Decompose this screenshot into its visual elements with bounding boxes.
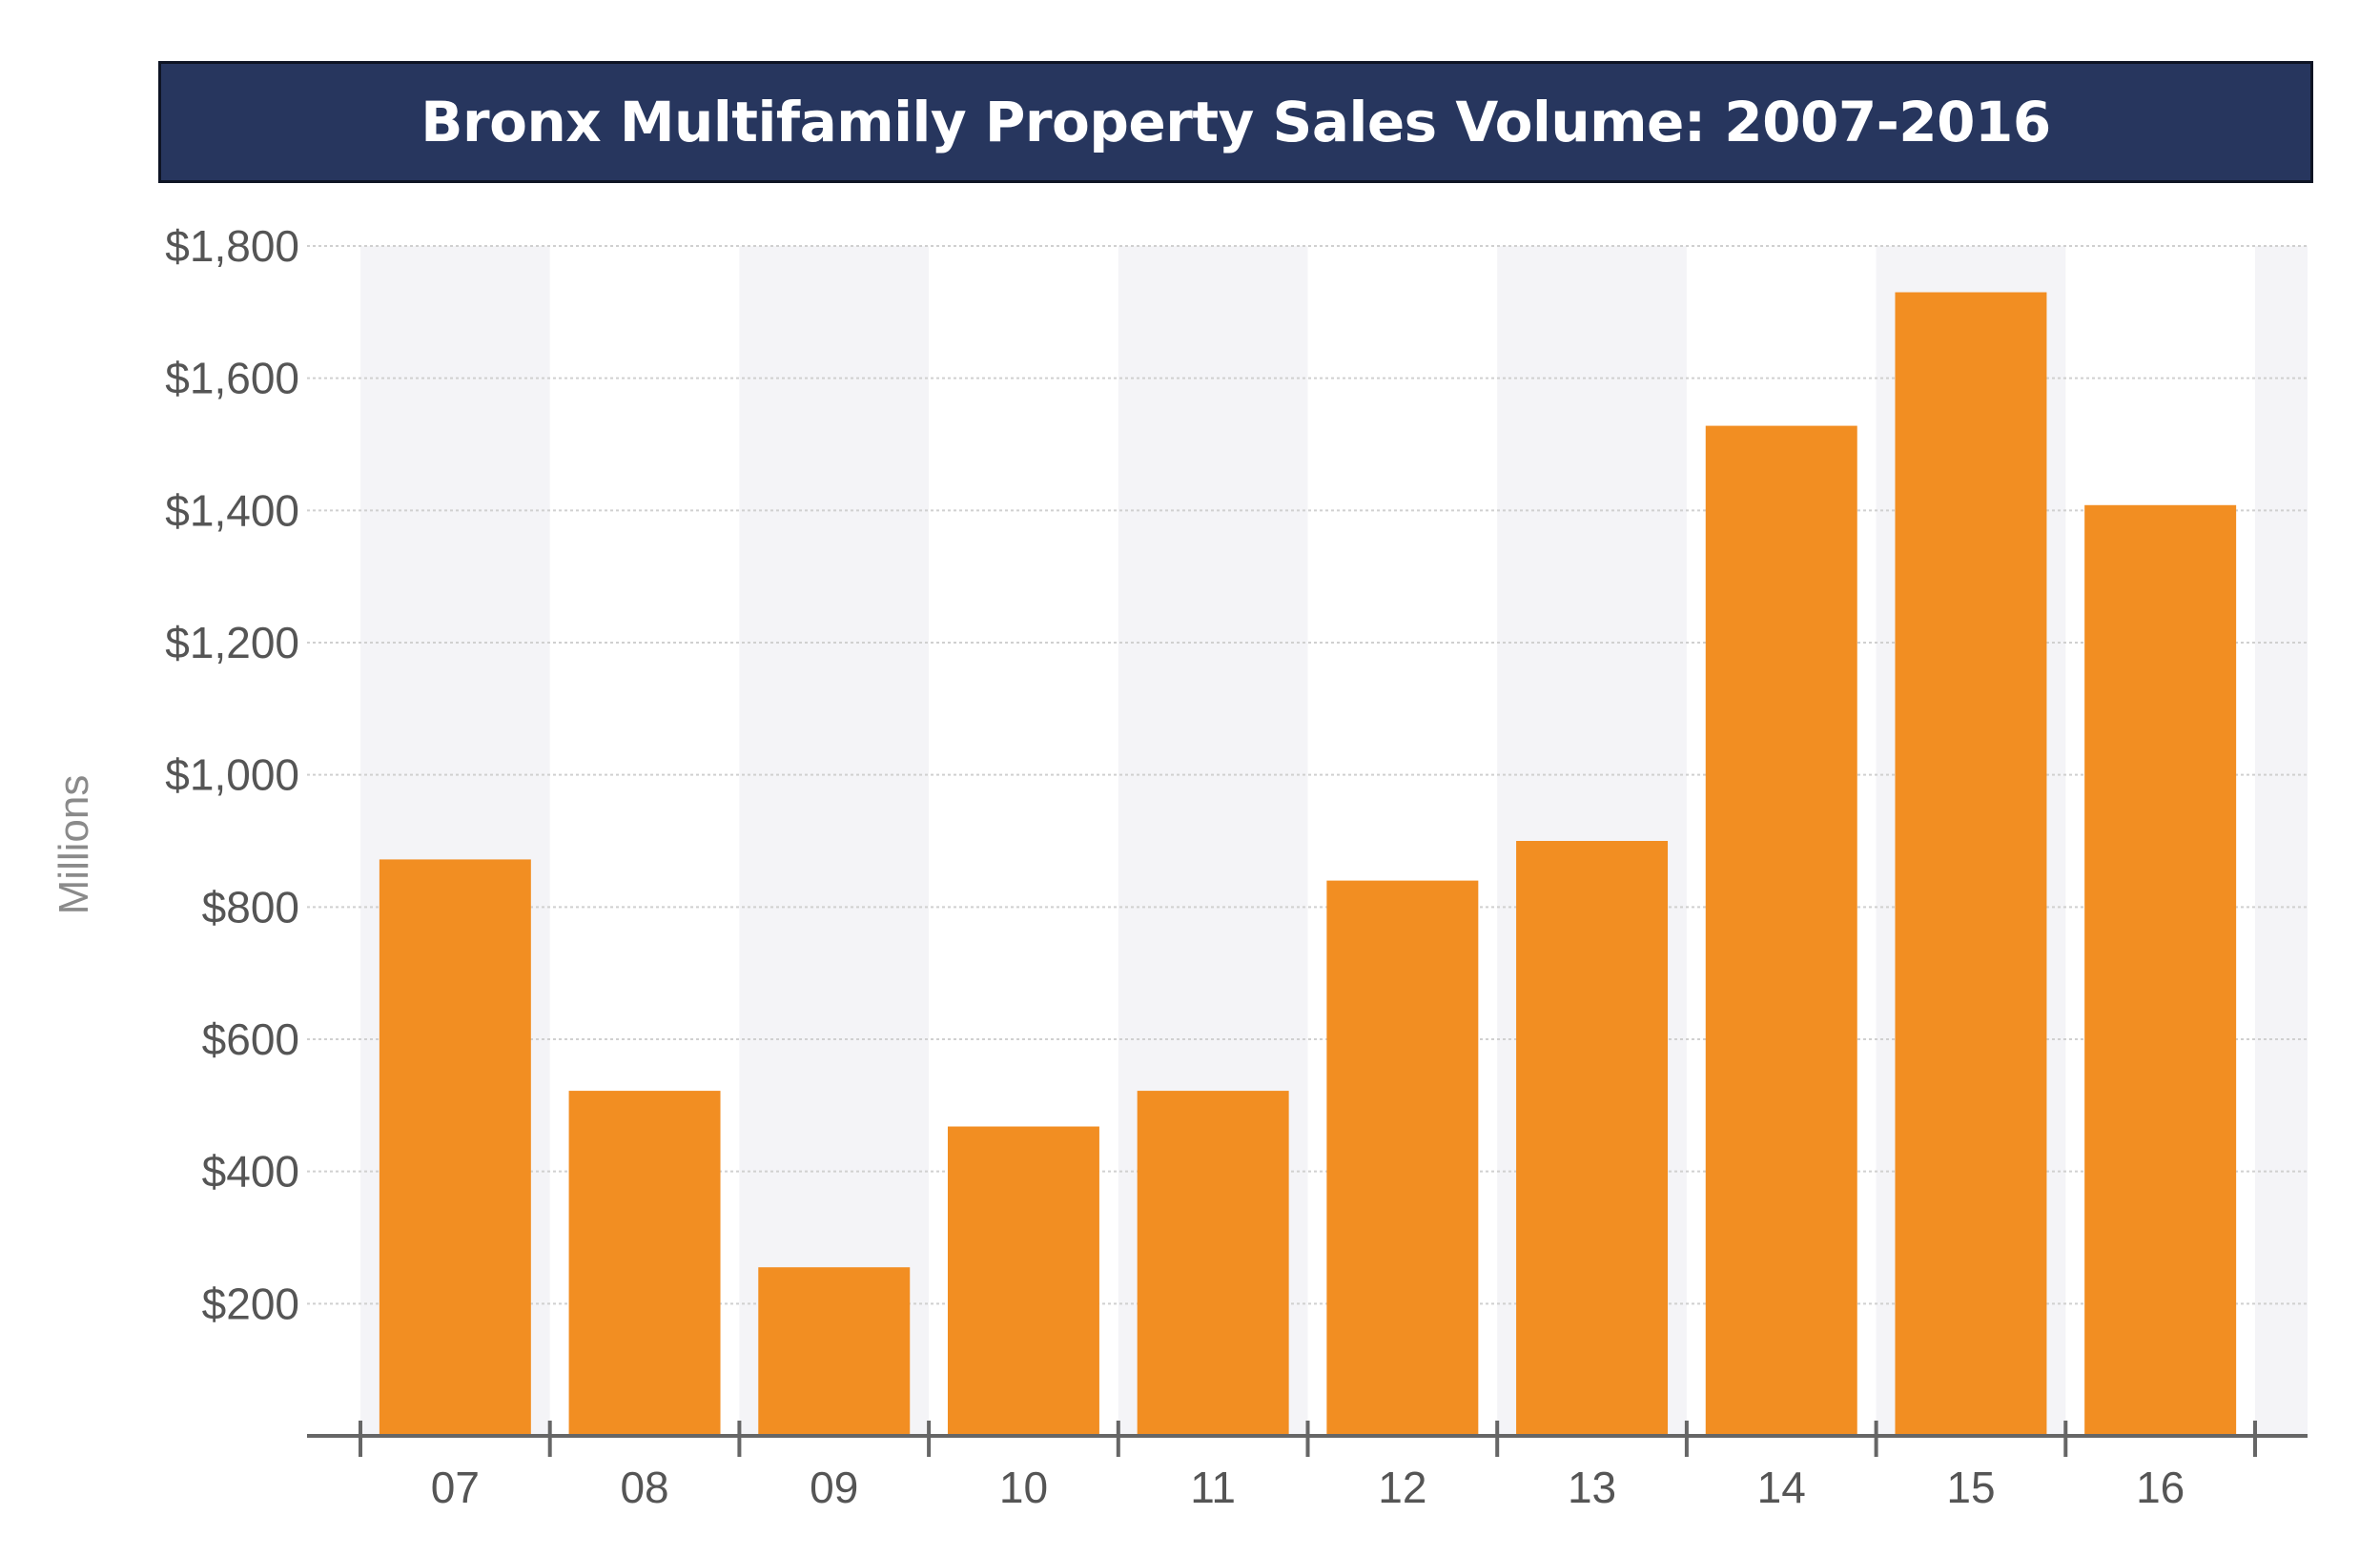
y-tick-label: $1,800	[165, 221, 299, 271]
bar-08	[568, 1091, 721, 1436]
x-tick-label: 07	[431, 1463, 480, 1512]
chart-title: Bronx Multifamily Property Sales Volume:…	[421, 90, 2051, 154]
bar-09	[758, 1267, 911, 1436]
x-tick-label: 11	[1190, 1463, 1236, 1512]
y-tick-label: $200	[202, 1279, 299, 1328]
x-tick-label: 09	[810, 1463, 858, 1512]
bar-15	[1895, 292, 2047, 1436]
x-tick-label: 10	[999, 1463, 1048, 1512]
bar-16	[2084, 504, 2237, 1436]
bar-07	[379, 859, 531, 1436]
background-band	[739, 246, 930, 1436]
y-tick-label: $1,200	[165, 618, 299, 667]
chart-title-banner: Bronx Multifamily Property Sales Volume:…	[158, 61, 2313, 183]
bars	[379, 292, 2237, 1436]
bar-10	[947, 1126, 1099, 1436]
x-tick-label: 13	[1568, 1463, 1616, 1512]
y-tick-label: $800	[202, 882, 299, 932]
y-axis-title: Millions	[51, 775, 97, 915]
y-tick-label: $1,400	[165, 485, 299, 535]
x-tick-label: 14	[1757, 1463, 1806, 1512]
y-tick-label: $1,600	[165, 354, 299, 403]
bar-12	[1326, 880, 1479, 1436]
bar-11	[1137, 1091, 1289, 1436]
x-tick-label: 15	[1946, 1463, 1995, 1512]
y-tick-label: $400	[202, 1147, 299, 1197]
y-tick-label: $600	[202, 1014, 299, 1064]
bar-13	[1516, 841, 1669, 1436]
x-axis: 07 08 09 10 11 12 13 14 15 16	[307, 1421, 2308, 1512]
x-tick-label: 16	[2136, 1463, 2185, 1512]
background-band	[2255, 246, 2308, 1436]
y-tick-label: $1,000	[165, 750, 299, 800]
y-axis-ticks: $200 $400 $600 $800 $1,000 $1,200 $1,400 $1,600…	[165, 221, 299, 1328]
x-tick-label: 12	[1378, 1463, 1426, 1512]
x-tick-label: 08	[620, 1463, 668, 1512]
bar-14	[1705, 425, 1857, 1436]
